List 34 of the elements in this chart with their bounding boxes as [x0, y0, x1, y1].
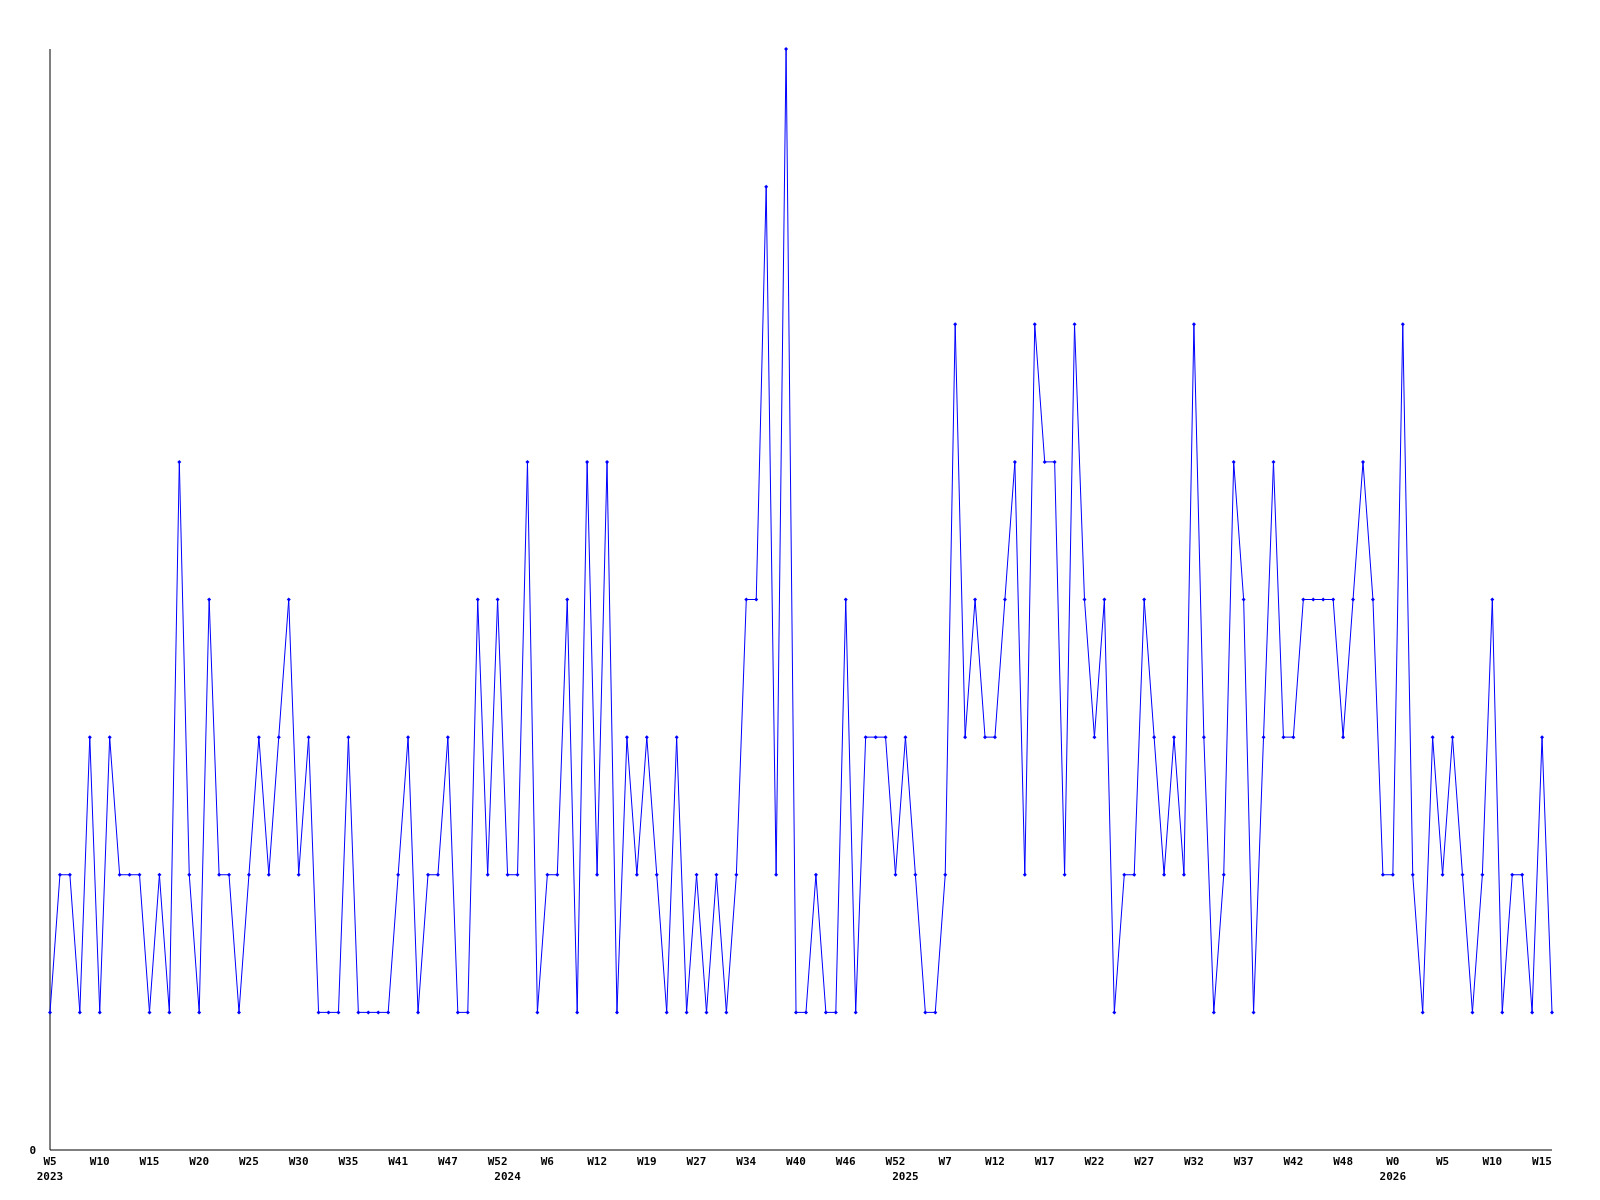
- x-tick-label: W12: [985, 1155, 1005, 1168]
- x-tick-label: W40: [786, 1155, 806, 1168]
- x-tick-label: W46: [835, 1155, 857, 1168]
- x-tick-label: W15: [139, 1155, 160, 1168]
- x-tick-label: 2025: [892, 1170, 919, 1183]
- x-tick-label: W15: [1532, 1155, 1552, 1168]
- text: 0: [29, 1144, 36, 1157]
- x-tick-label: W6: [540, 1155, 555, 1168]
- x-tick-label: W22: [1084, 1155, 1105, 1168]
- x-tick-label: W42: [1283, 1155, 1304, 1168]
- x-tick-label: W12: [587, 1155, 608, 1168]
- x-tick-label: W30: [288, 1155, 309, 1168]
- x-tick-label: W19: [636, 1155, 657, 1168]
- x-tick-label: W27: [1134, 1155, 1155, 1168]
- x-tick-label: W34: [736, 1155, 757, 1168]
- x-tick-label: W48: [1333, 1155, 1354, 1168]
- x-tick-label: W32: [1183, 1155, 1204, 1168]
- x-tick-label: W52: [487, 1155, 508, 1168]
- x-tick-label: W7: [938, 1155, 952, 1168]
- x-tick-label: W5 2023: [36, 1155, 64, 1183]
- x-tick-label: W37: [1233, 1155, 1254, 1168]
- x-tick-label: W17: [1034, 1155, 1055, 1168]
- x-tick-label: W5: [1435, 1155, 1450, 1168]
- x-tick-label: W47: [437, 1155, 458, 1168]
- x-tick-label: 2024: [494, 1170, 522, 1183]
- x-tick-label: W41: [388, 1155, 409, 1168]
- x-tick-label: W10: [1482, 1155, 1503, 1168]
- x-tick-label: W27: [686, 1155, 707, 1168]
- x-tick-label: W0 2026: [1379, 1155, 1407, 1183]
- x-tick-label: W52: [885, 1155, 906, 1168]
- x-tick-label: W20: [189, 1155, 210, 1168]
- x-tick-label: W35: [338, 1155, 359, 1168]
- x-tick-label: W25: [239, 1155, 259, 1168]
- x-tick-label: W10: [89, 1155, 110, 1168]
